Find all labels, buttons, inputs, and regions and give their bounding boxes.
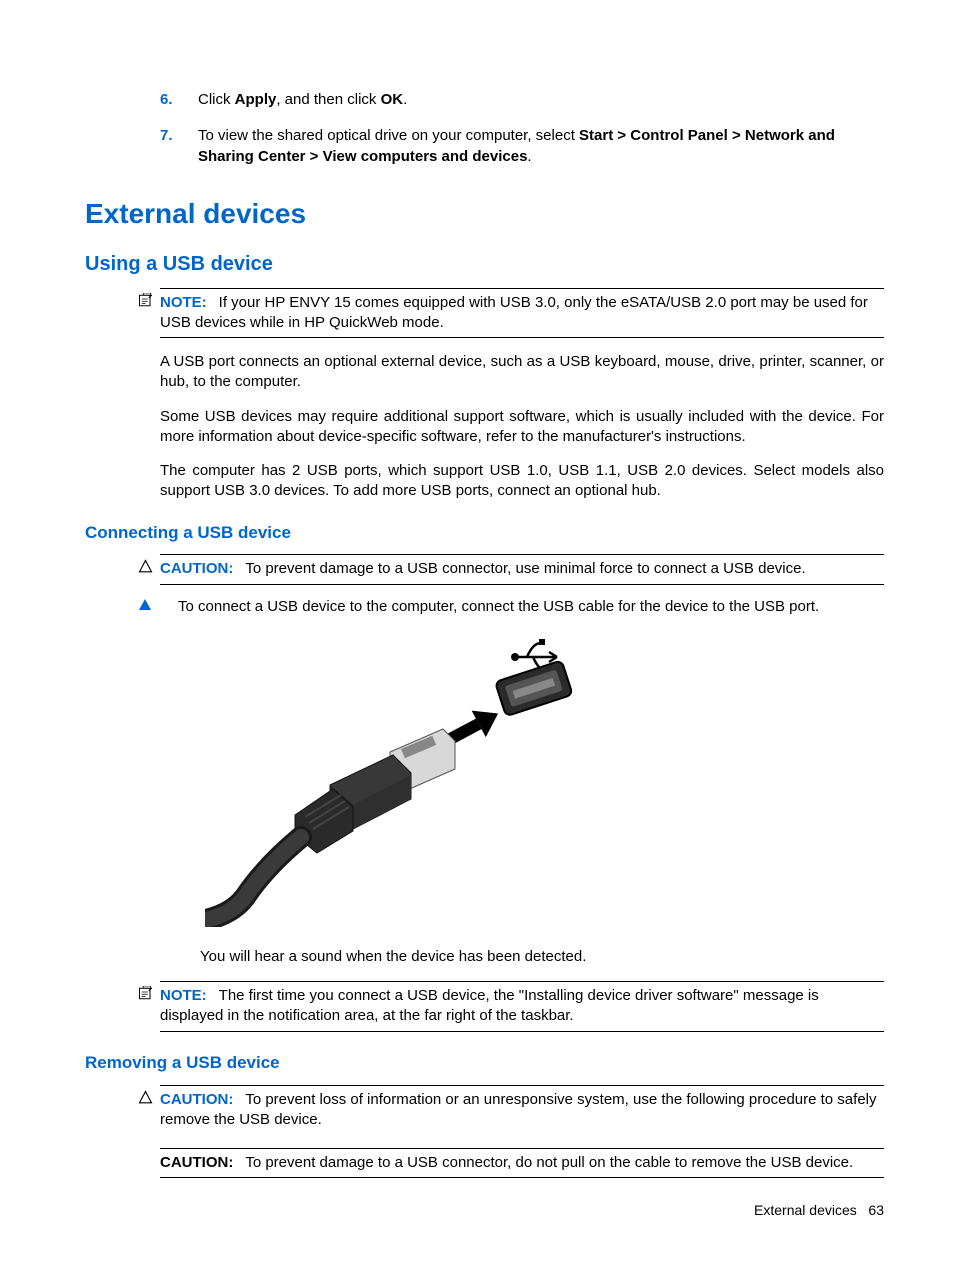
caution-callout: CAUTION:To prevent damage to a USB conne… xyxy=(160,1148,884,1178)
caution-label: CAUTION: xyxy=(160,560,233,577)
list-number: 6. xyxy=(160,90,198,110)
list-body: To view the shared optical drive on your… xyxy=(198,126,884,167)
numbered-list: 6. Click Apply, and then click OK. 7. To… xyxy=(160,90,884,167)
caution-body: CAUTION:To prevent loss of information o… xyxy=(160,1090,884,1131)
list-item: 7. To view the shared optical drive on y… xyxy=(160,126,884,167)
heading-2: Using a USB device xyxy=(85,251,884,278)
caution-label: CAUTION: xyxy=(160,1154,233,1171)
caution-icon xyxy=(135,1090,155,1111)
paragraph: You will hear a sound when the device ha… xyxy=(200,947,884,967)
step-item: To connect a USB device to the computer,… xyxy=(138,597,884,617)
paragraph: The computer has 2 USB ports, which supp… xyxy=(160,461,884,502)
paragraph: Some USB devices may require additional … xyxy=(160,407,884,448)
footer-page-number: 63 xyxy=(868,1202,884,1218)
list-body: Click Apply, and then click OK. xyxy=(198,90,884,110)
caution-icon xyxy=(135,559,155,580)
step-text: To connect a USB device to the computer,… xyxy=(178,597,884,617)
note-icon xyxy=(135,293,155,314)
usb-connection-illustration xyxy=(205,637,610,927)
step-arrow-icon xyxy=(138,597,178,617)
document-page: 6. Click Apply, and then click OK. 7. To… xyxy=(0,0,954,1270)
note-body: NOTE:If your HP ENVY 15 comes equipped w… xyxy=(160,293,884,334)
caution-callout: CAUTION:To prevent loss of information o… xyxy=(160,1085,884,1135)
list-item: 6. Click Apply, and then click OK. xyxy=(160,90,884,110)
note-body: NOTE:The first time you connect a USB de… xyxy=(160,986,884,1027)
note-callout: NOTE:If your HP ENVY 15 comes equipped w… xyxy=(160,288,884,339)
caution-callout: CAUTION:To prevent damage to a USB conne… xyxy=(160,554,884,584)
caution-body: CAUTION:To prevent damage to a USB conne… xyxy=(160,559,884,579)
heading-1: External devices xyxy=(85,195,884,233)
paragraph: A USB port connects an optional external… xyxy=(160,352,884,393)
note-icon xyxy=(135,986,155,1007)
note-callout: NOTE:The first time you connect a USB de… xyxy=(160,981,884,1032)
list-number: 7. xyxy=(160,126,198,167)
heading-3: Removing a USB device xyxy=(85,1052,884,1075)
footer-section: External devices xyxy=(754,1202,857,1218)
note-label: NOTE: xyxy=(160,987,207,1004)
note-label: NOTE: xyxy=(160,294,207,311)
heading-3: Connecting a USB device xyxy=(85,522,884,545)
caution-label: CAUTION: xyxy=(160,1091,233,1108)
page-footer: External devices 63 xyxy=(754,1201,884,1220)
